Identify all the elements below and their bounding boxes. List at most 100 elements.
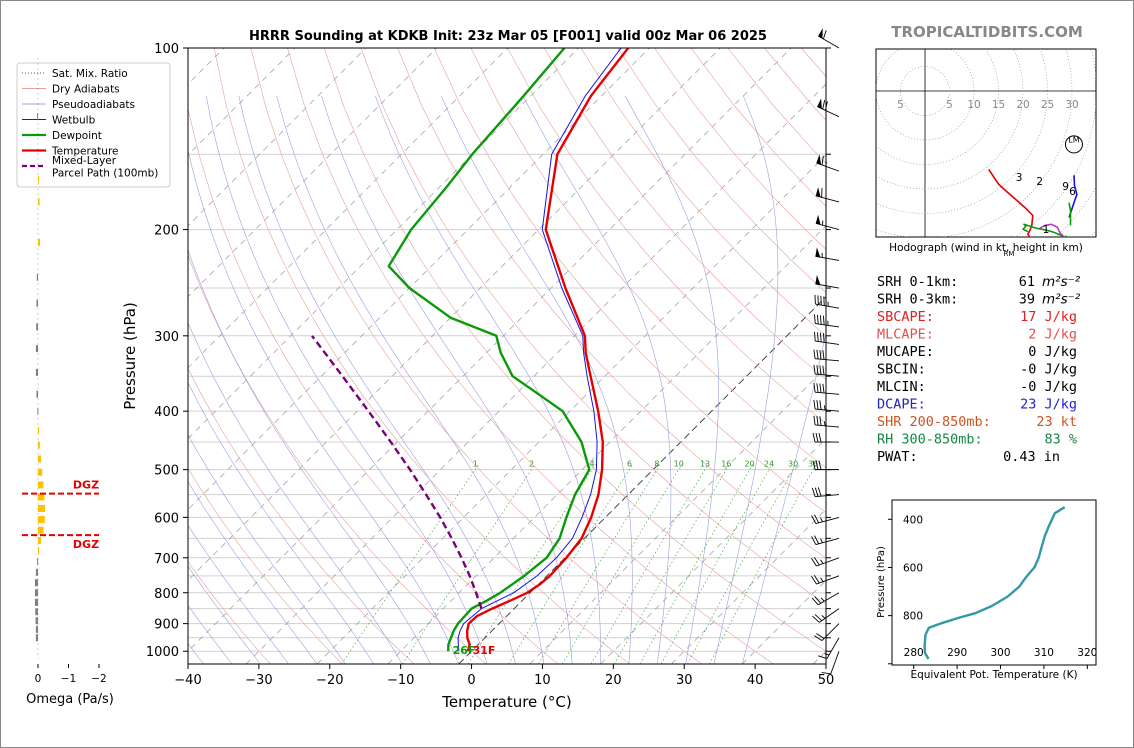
x-tick-label: 0 xyxy=(467,673,475,688)
wind-barb-feather xyxy=(816,365,819,375)
dry-adiabat xyxy=(287,48,774,664)
wind-barb-feather xyxy=(815,460,819,470)
theta-y-tick-label: 600 xyxy=(903,562,923,574)
wind-barb-staff xyxy=(815,283,840,289)
wind-barb-feather xyxy=(814,596,822,604)
wind-barb-flag xyxy=(815,187,821,198)
pseudoadiabat xyxy=(188,321,403,664)
wind-barb-feather xyxy=(811,487,816,497)
indices-panel: SRH 0-1km: 61 m²s⁻² SRH 0-3km: 39 m²s⁻² SBCAPE… xyxy=(877,274,1081,465)
omega-bar xyxy=(38,493,45,501)
hodograph-trace xyxy=(1068,202,1072,226)
wind-barb-feather xyxy=(816,633,825,639)
dry-adiabat xyxy=(507,48,826,424)
dgz-label: DGZ xyxy=(73,538,99,551)
wind-barb-half-feather xyxy=(820,538,823,543)
omega-bar xyxy=(38,505,46,513)
wind-barb-feather xyxy=(822,365,825,375)
wind-barb-feather xyxy=(819,365,822,375)
x-tick-label: −20 xyxy=(316,673,343,688)
omega-bar xyxy=(37,113,39,121)
theta-x-tick-label: 300 xyxy=(990,647,1010,659)
wind-barb-feather xyxy=(816,416,819,426)
dry-adiabat xyxy=(544,48,826,380)
theta-x-tick-label: 280 xyxy=(904,647,924,659)
theta-e-profile xyxy=(923,506,1066,660)
omega-bar xyxy=(38,198,40,206)
pseudoadiabat xyxy=(188,148,460,664)
wind-barb-feather xyxy=(814,614,823,622)
wind-barb-feather xyxy=(814,487,819,497)
index-value: 61 xyxy=(1019,274,1035,290)
skewt-profiles xyxy=(311,48,630,652)
legend-label-line: Mixed-Layer xyxy=(52,155,117,167)
hodograph-height-label: 1 xyxy=(1043,224,1050,236)
wind-barb-half-feather xyxy=(824,653,830,656)
mixing-ratio-line xyxy=(538,464,661,664)
index-value: 17 J/kg xyxy=(1020,309,1077,325)
wind-barb-feather xyxy=(813,415,816,426)
mixing-ratio-line xyxy=(402,464,536,664)
omega-bar xyxy=(34,598,38,606)
dry-adiabat xyxy=(397,48,826,559)
wind-barb-feather xyxy=(816,400,819,410)
index-value: 23 J/kg xyxy=(1020,397,1077,413)
wind-barb-staff xyxy=(815,516,840,525)
wind-barb-feather xyxy=(819,350,822,360)
wind-barb-feather xyxy=(819,416,822,426)
wind-barb-feather xyxy=(817,314,819,325)
dgz-label: DGZ xyxy=(73,479,99,492)
mixing-ratio-line xyxy=(562,464,683,664)
hodograph-rm-label: RM xyxy=(1004,250,1015,258)
wind-barb-flag xyxy=(816,154,822,165)
hodograph-ring-label: 10 xyxy=(967,99,980,111)
x-tick-label: 10 xyxy=(534,673,551,688)
skewt-xlabel: Temperature (°C) xyxy=(441,693,571,711)
wind-barb-staff xyxy=(815,408,840,412)
index-label: MLCIN: xyxy=(877,379,926,395)
y-tick-label: 100 xyxy=(154,42,179,57)
mixing-ratio-label: 24 xyxy=(764,460,774,469)
wind-barb-feather xyxy=(812,460,816,470)
mixing-ratio-label: 1 xyxy=(473,460,478,469)
dry-adiabat xyxy=(188,561,271,664)
omega-bar xyxy=(38,238,41,246)
wind-barb-staff xyxy=(821,623,840,641)
wind-barb-feather xyxy=(818,432,822,443)
x-tick-label: 50 xyxy=(818,673,835,688)
wind-barb-half-feather xyxy=(824,421,826,426)
mixing-ratio-label: 10 xyxy=(674,460,684,469)
wind-barb-feather xyxy=(813,364,816,375)
index-value: -0 J/kg xyxy=(1020,362,1077,378)
omega-bar xyxy=(36,390,38,398)
wind-barb-feather xyxy=(813,556,820,566)
wind-barb-staff xyxy=(815,303,840,309)
chart-title: HRRR Sounding at KDKB Init: 23z Mar 05 [… xyxy=(249,29,767,44)
pseudoadiabat xyxy=(321,95,573,664)
wind-barb-feather xyxy=(821,672,831,675)
legend-label-line: Parcel Path (100mb) xyxy=(52,168,158,180)
wind-barb-staff xyxy=(815,373,840,377)
mixing-ratio-line xyxy=(660,464,773,664)
parcel-path-line xyxy=(311,335,483,609)
mixing-ratio-line xyxy=(508,464,634,664)
hodograph-height-label: 9 xyxy=(1062,181,1069,193)
wind-barb-staff xyxy=(815,537,840,546)
wind-barb-feather xyxy=(818,655,828,659)
pseudoadiabat xyxy=(276,95,545,664)
dry-adiabat xyxy=(188,467,343,664)
mixing-ratio-label: 8 xyxy=(654,460,659,469)
isotherm-line xyxy=(458,296,826,664)
wind-barb-staff xyxy=(815,424,840,428)
x-tick-label: −40 xyxy=(174,673,201,688)
index-label: SBCIN: xyxy=(877,362,926,378)
index-label: RH 300-850mb: xyxy=(877,432,983,448)
wind-barb-half-feather xyxy=(824,405,826,411)
index-value: 39 xyxy=(1019,292,1035,308)
wind-barb-feather xyxy=(822,100,826,110)
hodograph-height-label: 6 xyxy=(1069,186,1076,198)
wetbulb-line xyxy=(457,48,622,652)
omega-bar xyxy=(38,526,44,534)
index-label: DCAPE: xyxy=(877,397,926,413)
wind-barb-staff xyxy=(816,557,840,567)
